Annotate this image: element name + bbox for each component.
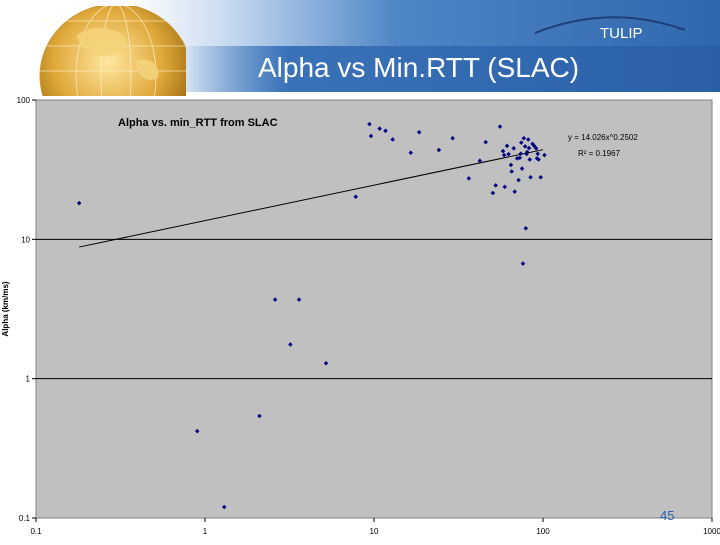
x-tick-label: 100 [536, 527, 550, 536]
x-tick-label: 0.1 [30, 527, 42, 536]
trendline-r-squared: R² = 0.1967 [578, 149, 621, 158]
trendline-equation: y = 14.026x^0.2502 [568, 133, 638, 142]
data-point [323, 360, 329, 366]
y-tick-label: 10 [21, 235, 30, 244]
data-point [76, 200, 82, 206]
data-point [493, 183, 498, 188]
slide-header: TULIP Alpha vs Min.RTT (SLAC) [0, 0, 720, 96]
chart-area: 0.1 1 10 100 0.1 1 10 100 1000 Alpha (km/ms) Alpha… [0, 92, 720, 540]
data-point [490, 190, 496, 196]
data-point [195, 428, 200, 434]
page-number: 45 [660, 508, 675, 523]
scatter-chart: 0.1 1 10 100 0.1 1 10 100 1000 Alpha (km/ms) Alpha… [1, 96, 720, 536]
y-axis-label: Alpha (km/ms) [1, 281, 10, 336]
data-point [500, 148, 506, 154]
y-tick-label: 1 [26, 375, 31, 384]
x-tick-label: 1 [203, 527, 208, 536]
y-tick-label: 0.1 [19, 514, 31, 523]
data-point [353, 194, 359, 200]
chart-title: Alpha vs. min_RTT from SLAC [118, 117, 278, 129]
brand-swoosh-icon [534, 16, 686, 34]
data-point [504, 143, 510, 149]
y-tick-label: 100 [17, 96, 31, 105]
x-tick-label: 1000 [703, 527, 720, 536]
x-tick-label: 10 [370, 527, 379, 536]
data-point [450, 135, 455, 141]
data-point [502, 184, 508, 190]
globe-logo-icon [39, 6, 186, 96]
data-point [257, 413, 262, 419]
trendline [79, 149, 544, 248]
slide-title: Alpha vs Min.RTT (SLAC) [258, 52, 580, 83]
data-point [416, 129, 422, 135]
plot-area [35, 99, 713, 519]
brand-label: TULIP [600, 25, 643, 42]
data-point [501, 152, 507, 158]
